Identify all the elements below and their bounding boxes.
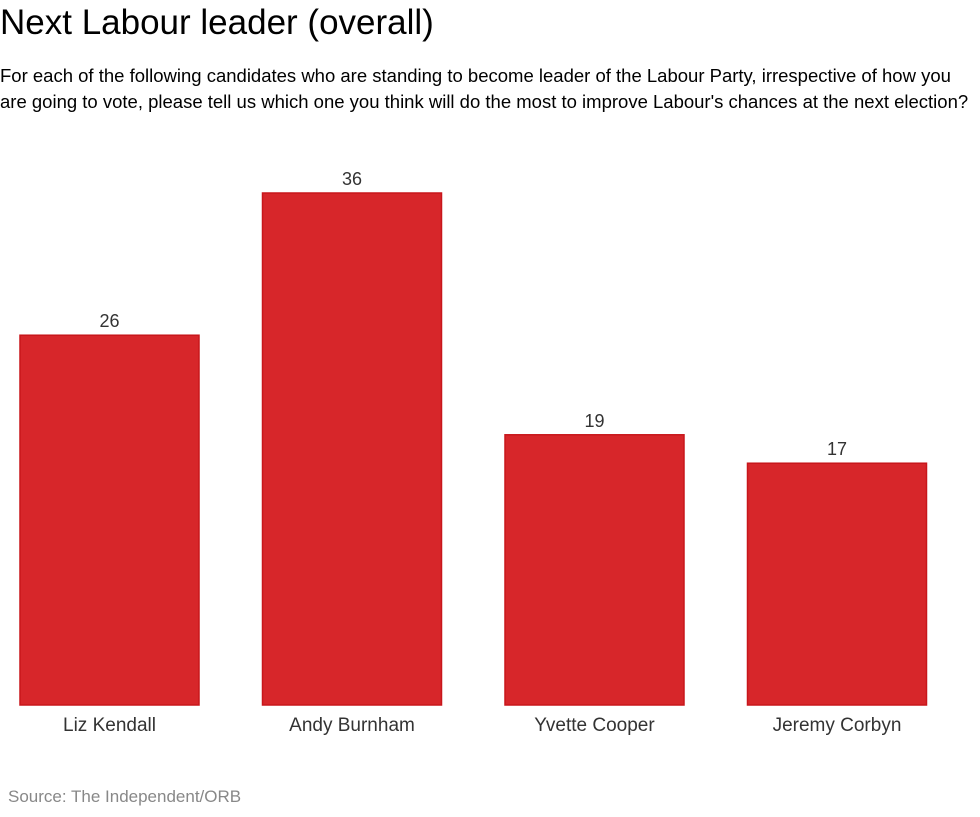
bar-liz-kendall bbox=[19, 334, 200, 706]
bar-yvette-cooper bbox=[504, 434, 685, 706]
bar-chart: 26 Liz Kendall 36 Andy Burnham 19 Yvette Coop… bbox=[19, 169, 928, 736]
data-label: 26 bbox=[99, 311, 119, 331]
x-tick-label: Yvette Cooper bbox=[534, 715, 655, 736]
chart-title: Next Labour leader (overall) bbox=[0, 3, 434, 42]
chart-subtitle: For each of the following candidates who… bbox=[0, 65, 969, 112]
data-label: 19 bbox=[584, 411, 604, 431]
data-label: 36 bbox=[342, 169, 362, 189]
data-label: 17 bbox=[827, 439, 847, 459]
x-tick-label: Liz Kendall bbox=[63, 715, 156, 736]
x-tick-label: Jeremy Corbyn bbox=[773, 715, 902, 736]
bar-jeremy-corbyn bbox=[746, 462, 928, 706]
source-note: Source: The Independent/ORB bbox=[8, 787, 242, 806]
bar-andy-burnham bbox=[261, 192, 443, 706]
x-tick-label: Andy Burnham bbox=[289, 715, 415, 736]
